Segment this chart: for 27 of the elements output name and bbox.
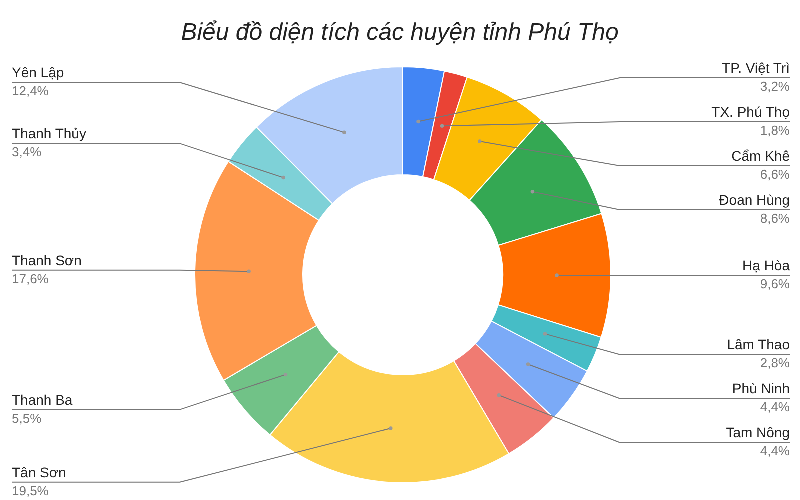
data-label: 9,6%: [760, 276, 790, 292]
slice-label: Phù Ninh: [732, 380, 790, 397]
data-label: 1,8%: [760, 123, 790, 138]
data-label: 4,4%: [760, 400, 790, 415]
slice-label: Cẩm Khê: [732, 148, 790, 164]
data-label: 8,6%: [760, 211, 790, 226]
data-label: 12,4%: [12, 84, 50, 99]
data-label: 2,8%: [760, 356, 790, 371]
slice-label: Tân Sơn: [12, 464, 66, 480]
slice-label: Thanh Sơn: [12, 252, 82, 268]
slice-label: TX. Phú Thọ: [712, 104, 790, 120]
chart-title: Biểu đồ diện tích các huyện tỉnh Phú Thọ: [181, 19, 619, 46]
data-label: 3,4%: [12, 144, 42, 160]
slice-label: Đoan Hùng: [719, 192, 790, 208]
data-label: 6,6%: [760, 167, 790, 182]
data-label: 5,5%: [12, 410, 42, 426]
slice-label: TP. Việt Trì: [722, 60, 790, 76]
slice-label: Thanh Ba: [12, 392, 73, 408]
slice-label: Thanh Thủy: [12, 126, 86, 142]
data-label: 17,6%: [12, 271, 50, 286]
slice-label: Yên Lập: [12, 64, 64, 81]
data-label: 4,4%: [760, 444, 790, 459]
slice-label: Hạ Hòa: [742, 258, 790, 274]
slice-label: Lâm Thao: [727, 336, 790, 353]
data-label: 19,5%: [12, 483, 50, 498]
data-label: 3,2%: [760, 79, 790, 94]
slice-label: Tam Nông: [726, 424, 790, 441]
